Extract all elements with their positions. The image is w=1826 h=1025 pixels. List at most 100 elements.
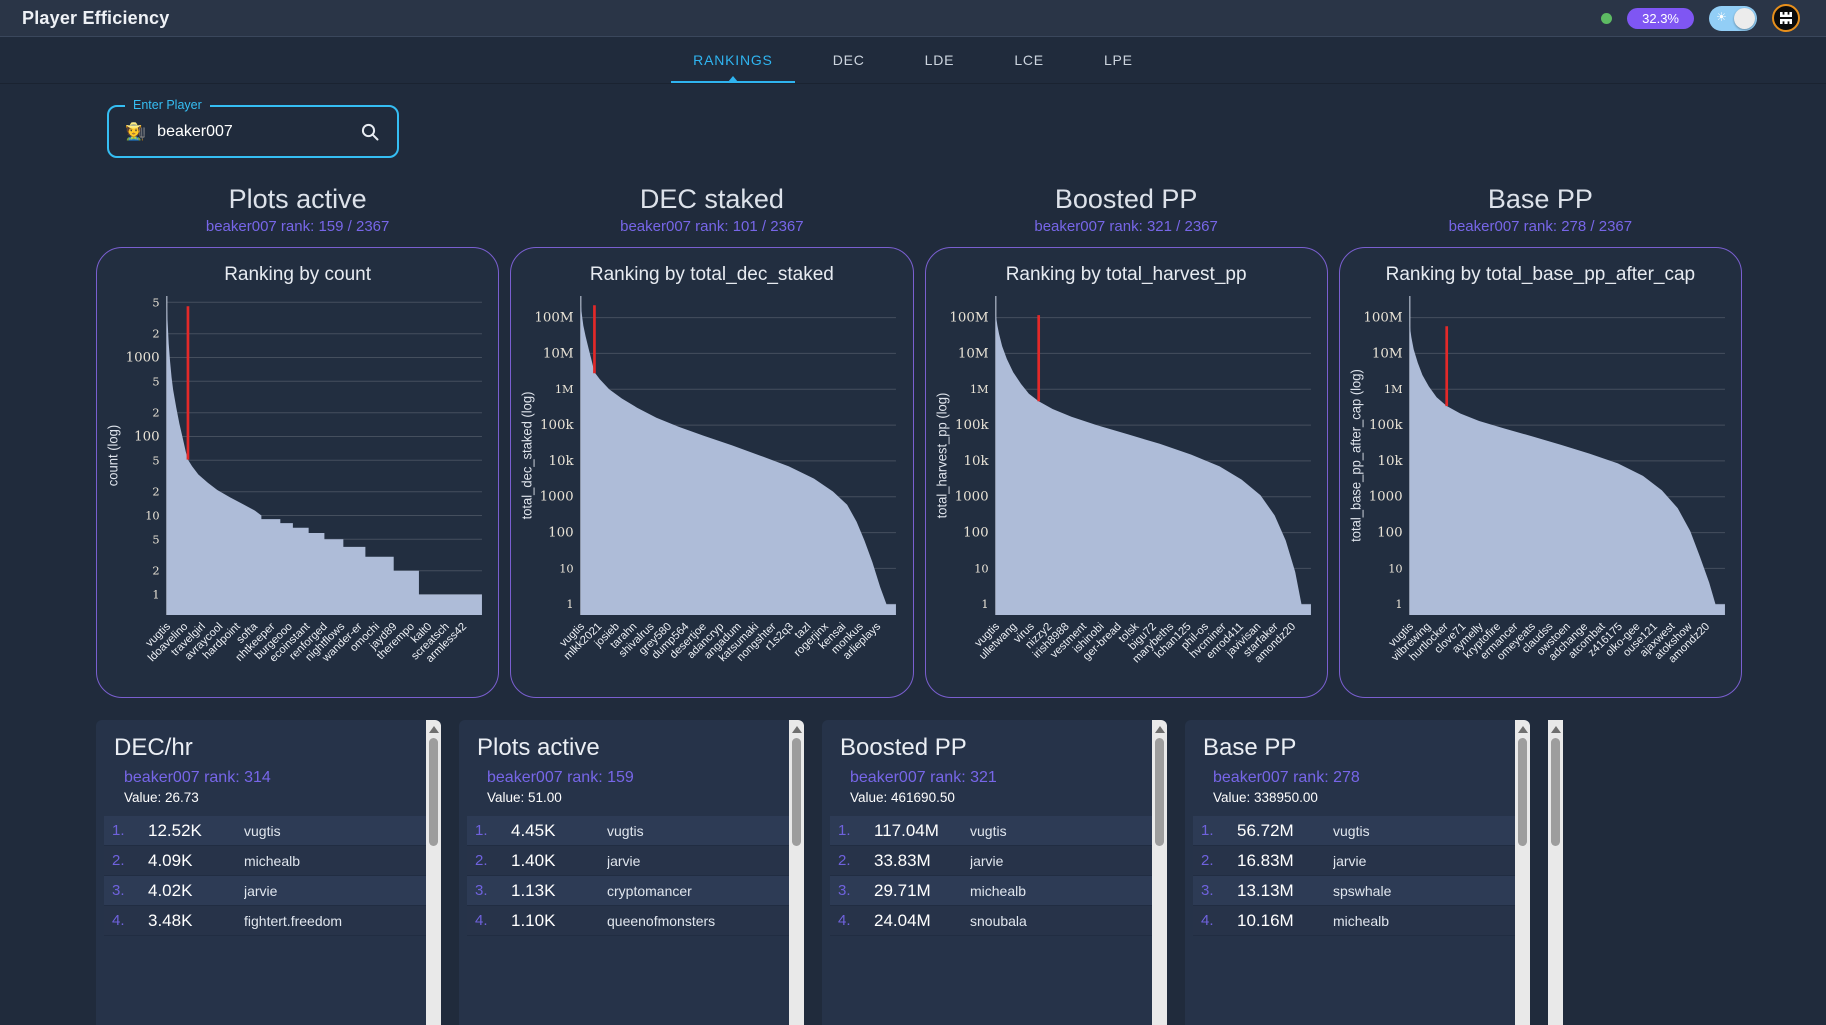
row-player-name: spswhale xyxy=(1333,882,1392,899)
y-tick-label: 100 xyxy=(548,526,574,541)
leaderboard-row: 2. 33.83M jarvie xyxy=(830,846,1153,876)
row-value: 1.40K xyxy=(511,850,556,870)
y-tick-label: 10M xyxy=(957,347,988,362)
leaderboard-boosted-pp: Boosted PP beaker007 rank: 321 Value: 46… xyxy=(822,720,1167,1025)
row-value: 4.09K xyxy=(148,850,193,870)
y-tick-label: 100M xyxy=(535,311,574,326)
chart-col-title: Plots active xyxy=(228,184,367,214)
chart-col-dec-staked: DEC staked beaker007 rank: 101 / 2367 Ra… xyxy=(510,184,914,698)
y-tick-label: 5 xyxy=(152,375,159,388)
scroll-thumb[interactable] xyxy=(1518,738,1527,846)
leaderboard-dec-hr: DEC/hr beaker007 rank: 314 Value: 26.73 … xyxy=(96,720,441,1025)
tab-rankings[interactable]: RANKINGS xyxy=(663,37,803,83)
leaderboard-row: 4. 1.10K queenofmonsters xyxy=(467,906,790,936)
scroll-up-icon[interactable] xyxy=(428,726,439,733)
clipped-card-scrollbar[interactable] xyxy=(1548,720,1563,1025)
scroll-thumb[interactable] xyxy=(1551,738,1560,846)
board-scrollbar[interactable] xyxy=(1515,720,1530,1025)
chart-inner-title: Ranking by total_harvest_pp xyxy=(1005,264,1247,285)
row-player-name: vugtis xyxy=(970,822,1007,839)
row-player-name: vugtis xyxy=(1333,822,1370,839)
y-tick-label: 1000 xyxy=(540,490,574,505)
row-player-name: jarvie xyxy=(244,882,278,899)
row-value: 4.02K xyxy=(148,880,193,900)
row-rank: 3. xyxy=(112,882,125,899)
leaderboard-row: 2. 4.09K michealb xyxy=(104,846,427,876)
scroll-thumb[interactable] xyxy=(1155,738,1164,846)
y-tick-label: 100k xyxy=(954,418,989,433)
tab-lde[interactable]: LDE xyxy=(895,37,985,83)
board-scrollbar[interactable] xyxy=(1152,720,1167,1025)
chart-row: Plots active beaker007 rank: 159 / 2367 … xyxy=(0,158,1826,698)
y-tick-label: 100k xyxy=(1369,418,1404,433)
leaderboard-row: 3. 13.13M spswhale xyxy=(1193,876,1516,906)
y-tick-label: 10 xyxy=(974,563,988,576)
toggle-knob[interactable] xyxy=(1734,7,1755,29)
y-tick-label: 1M xyxy=(555,383,574,396)
active-tab-caret-icon xyxy=(727,76,738,82)
leaderboard-row: 3. 29.71M michealb xyxy=(830,876,1153,906)
scroll-up-icon[interactable] xyxy=(1154,726,1165,733)
leaderboard-row: 1. 117.04M vugtis xyxy=(830,816,1153,846)
board-title: DEC/hr xyxy=(114,734,193,761)
row-player-name: jarvie xyxy=(970,852,1004,869)
scroll-up-icon[interactable] xyxy=(1550,726,1561,733)
row-value: 12.52K xyxy=(148,820,202,840)
board-rank: beaker007 rank: 321 xyxy=(850,769,997,786)
chart-card: Ranking by total_dec_staked 100M 10M 1M 100… xyxy=(510,247,914,698)
ranking-area-chart: 100M10M1M100k10k1000100101vugtisulletwan… xyxy=(934,296,1311,665)
chart-col-rank: beaker007 rank: 321 / 2367 xyxy=(1034,218,1218,235)
board-rows: 1. 4.45K vugtis 2. 1.40K jarvie 3. 1.13K cryptom… xyxy=(467,816,790,936)
search-label: Enter Player xyxy=(125,98,210,112)
search-button[interactable] xyxy=(357,119,383,145)
row-value: 117.04M xyxy=(874,820,939,840)
board-scrollbar[interactable] xyxy=(426,720,441,1025)
page-title: Player Efficiency xyxy=(22,7,170,28)
scroll-thumb[interactable] xyxy=(429,738,438,846)
tab-lce[interactable]: LCE xyxy=(984,37,1074,83)
chart-inner-title: Ranking by total_dec_staked xyxy=(589,264,834,285)
board-rank: beaker007 rank: 314 xyxy=(124,769,271,786)
y-axis-label: total_base_pp_after_cap (log) xyxy=(1348,369,1363,542)
chart-col-title: Base PP xyxy=(1487,184,1593,214)
row-rank: 1. xyxy=(475,822,488,839)
board-rows: 1. 56.72M vugtis 2. 16.83M jarvie 3. 13.13M spsw… xyxy=(1193,816,1516,936)
y-tick-label: 5 xyxy=(152,296,159,309)
y-tick-label: 10M xyxy=(1372,347,1403,362)
tab-lpe[interactable]: LPE xyxy=(1074,37,1163,83)
chart-col-rank: beaker007 rank: 159 / 2367 xyxy=(205,218,390,235)
leaderboard-row: 4. 10.16M michealb xyxy=(1193,906,1516,936)
y-tick-label: 10 xyxy=(559,563,573,576)
board-scrollbar[interactable] xyxy=(789,720,804,1025)
chart-col-base-pp: Base PP beaker007 rank: 278 / 2367 Ranki… xyxy=(1338,184,1742,698)
y-axis-label: total_harvest_pp (log) xyxy=(934,393,949,519)
player-search-box[interactable]: Enter Player 🧑‍🌾 xyxy=(107,98,399,158)
y-tick-label: 1 xyxy=(567,598,574,611)
chart-col-rank: beaker007 rank: 101 / 2367 xyxy=(620,218,804,235)
area-series xyxy=(1409,326,1725,615)
y-tick-label: 1 xyxy=(152,589,159,602)
board-value: Value: 51.00 xyxy=(487,790,562,805)
scroll-up-icon[interactable] xyxy=(1517,726,1528,733)
leaderboard-row: 3. 4.02K jarvie xyxy=(104,876,427,906)
board-scrollbar[interactable] xyxy=(1548,720,1563,1025)
top-bar: Player Efficiency 32.3% ☀ xyxy=(0,0,1826,37)
row-player-name: michealb xyxy=(244,852,301,869)
player-search-input[interactable] xyxy=(157,122,357,141)
chart-inner-title: Ranking by count xyxy=(224,264,372,285)
row-rank: 3. xyxy=(838,882,851,899)
board-rows: 1. 117.04M vugtis 2. 33.83M jarvie 3. 29.71M mic… xyxy=(830,816,1153,936)
scroll-up-icon[interactable] xyxy=(791,726,802,733)
y-tick-label: 5 xyxy=(152,533,159,546)
theme-toggle[interactable]: ☀ xyxy=(1709,5,1757,31)
row-value: 16.83M xyxy=(1237,850,1294,870)
app-logo-icon[interactable] xyxy=(1772,4,1800,32)
chart-card: Ranking by count 5 2 1000 5 2 100 5 2 10 5 2 1 vugti… xyxy=(96,247,500,698)
y-tick-label: 10k xyxy=(963,454,989,469)
row-rank: 2. xyxy=(838,852,851,869)
ranking-area-chart: 100M10M1M100k10k1000100101vugtisvilbrewi… xyxy=(1348,296,1725,665)
tab-dec[interactable]: DEC xyxy=(803,37,895,83)
y-tick-label: 100M xyxy=(949,311,988,326)
y-tick-label: 10 xyxy=(1388,563,1402,576)
scroll-thumb[interactable] xyxy=(792,738,801,846)
